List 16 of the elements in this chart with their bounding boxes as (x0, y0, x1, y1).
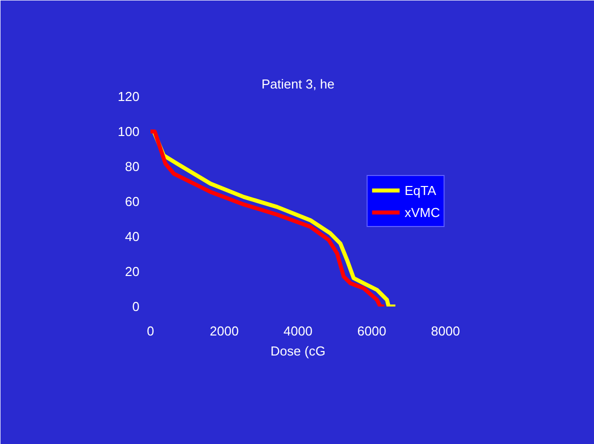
x-tick-label: 8000 (431, 324, 460, 338)
legend-label: EqTA (404, 182, 436, 198)
y-tick-label: 80 (125, 159, 140, 174)
legend-label: xVMC (404, 204, 440, 220)
chart-title: Patient 3, he (262, 76, 334, 92)
x-axis-title: Dose (cG (270, 344, 326, 358)
x-tick-label: 0 (146, 324, 154, 338)
y-tick-label: 0 (132, 299, 140, 314)
y-tick-label: 60 (125, 194, 140, 209)
y-tick-label: 20 (125, 264, 140, 279)
y-tick-label: 100 (118, 124, 140, 139)
x-tick-label: 2000 (210, 324, 239, 338)
x-tick-label: 4000 (284, 324, 312, 338)
y-tick-label: 40 (125, 229, 140, 244)
y-tick-label: 120 (118, 89, 140, 104)
x-tick-label: 6000 (357, 324, 386, 338)
